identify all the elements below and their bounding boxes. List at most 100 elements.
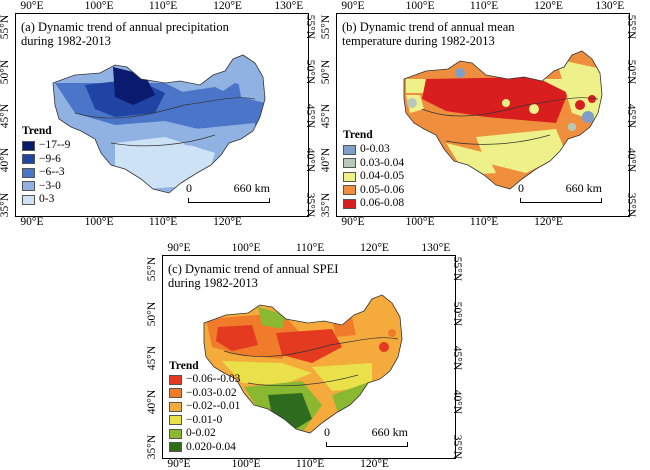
scale-zero: 0 <box>324 425 330 439</box>
lat-tick-left: 50°N <box>146 301 159 326</box>
legend-label: −17--9 <box>39 139 71 152</box>
legend-item: −3-0 <box>22 180 70 194</box>
lat-tick-right: 50°N <box>451 301 464 326</box>
lat-tick-left: 50°N <box>320 59 333 84</box>
legend-swatch <box>22 154 35 165</box>
legend-title: Trend <box>169 360 199 372</box>
lon-tick-top: 110°E <box>469 0 499 12</box>
legend-label: −0.02--0.01 <box>186 400 241 413</box>
lon-tick-bottom: 90°E <box>20 216 44 228</box>
lat-tick-left: 40°N <box>320 148 333 173</box>
lat-tick-left: 55°N <box>146 256 159 282</box>
lat-tick-right: 55°N <box>625 14 638 40</box>
legend-label: 0.06-0.08 <box>360 197 405 210</box>
lon-tick-top: 120°E <box>213 0 242 12</box>
lat-tick-right: 40°N <box>304 148 317 173</box>
legend-swatch <box>169 401 182 412</box>
legend-swatch <box>169 442 182 453</box>
lon-tick-top: 100°E <box>84 0 114 12</box>
lat-tick-right: 50°N <box>625 59 638 84</box>
lon-tick-bottom: 120°E <box>360 458 389 470</box>
map-c <box>203 294 403 434</box>
legend-label: −0.06--0.03 <box>186 373 241 386</box>
lon-tick-top: 120°E <box>360 242 389 254</box>
map-b <box>403 50 603 190</box>
panel-a-scale: 0 660 km <box>186 181 270 203</box>
panel-a-title: (a) Dynamic trend of annual precipitatio… <box>21 20 229 48</box>
lon-tick-bottom: 90°E <box>167 458 191 470</box>
legend-label: −3-0 <box>39 179 61 192</box>
scale-bar <box>326 442 408 447</box>
legend-swatch <box>343 158 356 169</box>
legend-label: 0.04-0.05 <box>360 170 405 183</box>
lon-tick-bottom: 110°E <box>295 458 325 470</box>
panel-c-legend: Trend −0.06--0.03 −0.03-0.02 −0.02--0.01 −0… <box>169 360 240 454</box>
lat-tick-right: 50°N <box>304 59 317 84</box>
lat-tick-left: 35°N <box>0 192 12 218</box>
legend-item: −0.01-0 <box>169 414 240 428</box>
lon-tick-bottom: 120°E <box>534 216 563 228</box>
legend-label: −0.01-0 <box>186 413 223 426</box>
legend-label: −9-6 <box>39 152 61 165</box>
lat-tick-right: 40°N <box>625 148 638 173</box>
legend-item: 0.020-0.04 <box>169 441 240 455</box>
lon-tick-top: 110°E <box>148 0 178 12</box>
legend-swatch <box>22 167 35 178</box>
lon-tick-top: 90°E <box>341 0 365 12</box>
scale-zero: 0 <box>186 181 192 195</box>
legend-swatch <box>22 194 35 205</box>
legend-item: −0.02--0.01 <box>169 400 240 414</box>
legend-label: −6--3 <box>39 166 65 179</box>
lon-tick-top: 130°E <box>595 0 625 12</box>
legend-label: 0-0.03 <box>360 143 390 156</box>
scale-bar <box>188 198 270 203</box>
lat-tick-right: 55°N <box>451 256 464 282</box>
legend-item: 0.06-0.08 <box>343 197 404 211</box>
lat-tick-right: 35°N <box>451 434 464 460</box>
legend-item: −9-6 <box>22 153 70 167</box>
lat-tick-right: 55°N <box>304 14 317 40</box>
lat-tick-left: 40°N <box>0 148 12 173</box>
legend-label: −0.03-0.02 <box>186 386 237 399</box>
legend-label: 0.03-0.04 <box>360 156 405 169</box>
legend-label: 0.020-0.04 <box>186 440 236 453</box>
panel-c-scale: 0 660 km <box>324 425 408 447</box>
legend-item: 0.05-0.06 <box>343 184 404 198</box>
lon-tick-top: 100°E <box>231 242 261 254</box>
scale-label: 660 km <box>565 181 602 195</box>
lat-tick-left: 45°N <box>0 103 12 129</box>
lat-tick-right: 45°N <box>625 103 638 129</box>
legend-swatch <box>169 374 182 385</box>
lon-tick-bottom: 110°E <box>148 216 178 228</box>
map-a <box>52 54 266 194</box>
lon-tick-bottom: 100°E <box>231 458 261 470</box>
legend-label: 0.05-0.06 <box>360 183 405 196</box>
lon-tick-top: 130°E <box>421 242 451 254</box>
lat-tick-left: 55°N <box>320 14 333 40</box>
lat-tick-left: 40°N <box>146 390 159 415</box>
legend-item: 0-0.03 <box>343 143 404 157</box>
lon-tick-bottom: 110°E <box>469 216 499 228</box>
lat-tick-left: 50°N <box>0 59 12 84</box>
lon-tick-top: 110°E <box>295 242 325 254</box>
lon-tick-bottom: 90°E <box>341 216 365 228</box>
legend-title: Trend <box>22 125 52 137</box>
panel-a-legend: Trend −17--9 −9-6 −6--3 −3-0 0-3 <box>22 125 70 207</box>
legend-swatch <box>343 198 356 209</box>
lat-tick-right: 35°N <box>304 192 317 218</box>
scale-label: 660 km <box>371 425 408 439</box>
legend-swatch <box>343 144 356 155</box>
legend-label: 0-0.02 <box>186 427 216 440</box>
legend-swatch <box>169 415 182 426</box>
panel-b-scale: 0 660 km <box>518 181 602 203</box>
scale-label: 660 km <box>233 181 270 195</box>
legend-item: 0.03-0.04 <box>343 157 404 171</box>
legend-swatch <box>22 181 35 192</box>
legend-title: Trend <box>343 129 373 141</box>
legend-item: −0.03-0.02 <box>169 387 240 401</box>
lon-tick-top: 100°E <box>405 0 435 12</box>
legend-swatch <box>169 388 182 399</box>
legend-item: 0.04-0.05 <box>343 170 404 184</box>
legend-swatch <box>169 428 182 439</box>
lon-tick-bottom: 120°E <box>213 216 242 228</box>
